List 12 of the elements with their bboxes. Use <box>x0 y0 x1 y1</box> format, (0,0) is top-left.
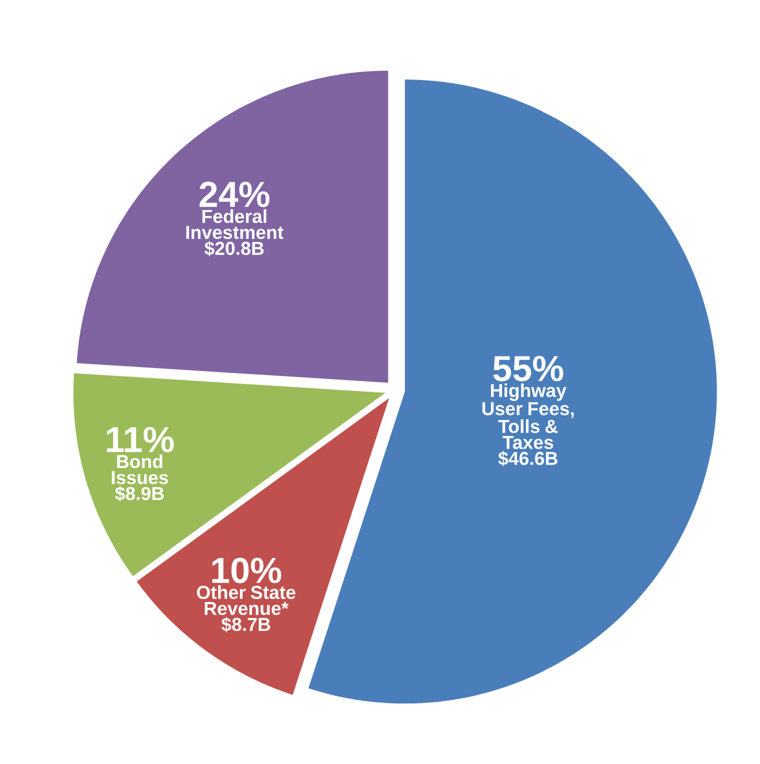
slice-label: Federal Investment <box>186 209 284 240</box>
data-label: 11% <box>106 426 174 452</box>
text: $46.6B <box>498 450 558 466</box>
text: $20.8B <box>204 240 264 256</box>
text: $8.7B <box>221 616 270 632</box>
text: $8.9B <box>115 486 164 502</box>
data-label: 55% <box>493 356 564 382</box>
data-label: 10% <box>212 558 282 584</box>
slice-label: Other State Revenue* <box>196 585 296 616</box>
slice-label: Highway User Fees, Tolls & Taxes <box>482 383 574 450</box>
slice-label: Bond Issues <box>112 454 168 484</box>
data-label: 24% <box>200 182 270 208</box>
